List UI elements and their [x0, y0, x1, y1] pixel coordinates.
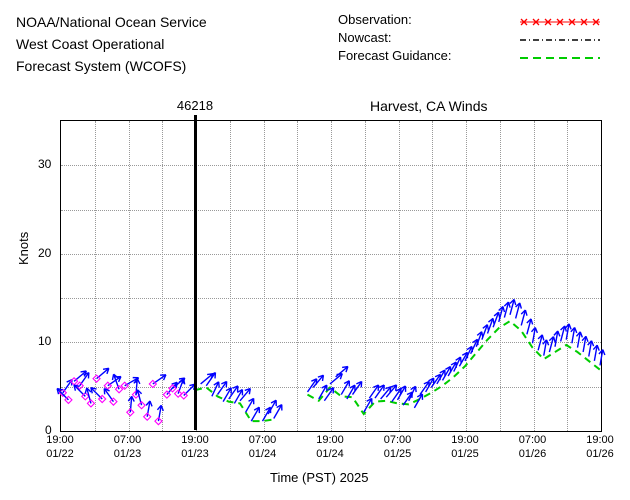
x-axis-label: Time (PST) 2025	[270, 470, 369, 485]
x-tick-date: 01/26	[519, 448, 547, 460]
x-tick-time: 07:00	[114, 434, 142, 446]
x-tick-date: 01/22	[46, 448, 74, 460]
x-tick-time: 07:00	[384, 434, 412, 446]
x-tick-date: 01/25	[384, 448, 412, 460]
x-tick-time: 19:00	[181, 434, 209, 446]
header-line-2: West Coast Operational	[16, 36, 164, 52]
x-tick-time: 19:00	[451, 434, 479, 446]
x-tick-date: 01/25	[451, 448, 479, 460]
nowcast-vertical-line	[194, 115, 197, 430]
x-tick-date: 01/24	[249, 448, 277, 460]
y-axis-label: Knots	[16, 232, 31, 265]
legend-observation-label: Observation:	[338, 12, 412, 27]
x-tick-date: 01/23	[114, 448, 142, 460]
chart-plot-area	[60, 120, 600, 430]
x-tick-time: 19:00	[46, 434, 74, 446]
x-tick-date: 01/23	[181, 448, 209, 460]
header-line-1: NOAA/National Ocean Service	[16, 14, 207, 30]
y-tick-label: 10	[38, 334, 82, 348]
legend-nowcast-label: Nowcast:	[338, 30, 391, 45]
station-id-label: 46218	[177, 98, 213, 113]
x-tick-date: 01/26	[586, 448, 614, 460]
x-tick-time: 19:00	[316, 434, 344, 446]
legend-forecast-swatch	[520, 54, 600, 64]
x-tick-time: 07:00	[249, 434, 277, 446]
y-tick-label: 30	[38, 157, 82, 171]
x-tick-time: 07:00	[519, 434, 547, 446]
legend-observation-swatch	[520, 18, 600, 28]
legend-nowcast-swatch	[520, 36, 600, 46]
y-tick-label: 20	[38, 246, 82, 260]
header-line-3: Forecast System (WCOFS)	[16, 58, 186, 74]
x-tick-date: 01/24	[316, 448, 344, 460]
x-tick-time: 19:00	[586, 434, 614, 446]
legend-forecast-label: Forecast Guidance:	[338, 48, 451, 63]
chart-title: Harvest, CA Winds	[370, 98, 487, 114]
